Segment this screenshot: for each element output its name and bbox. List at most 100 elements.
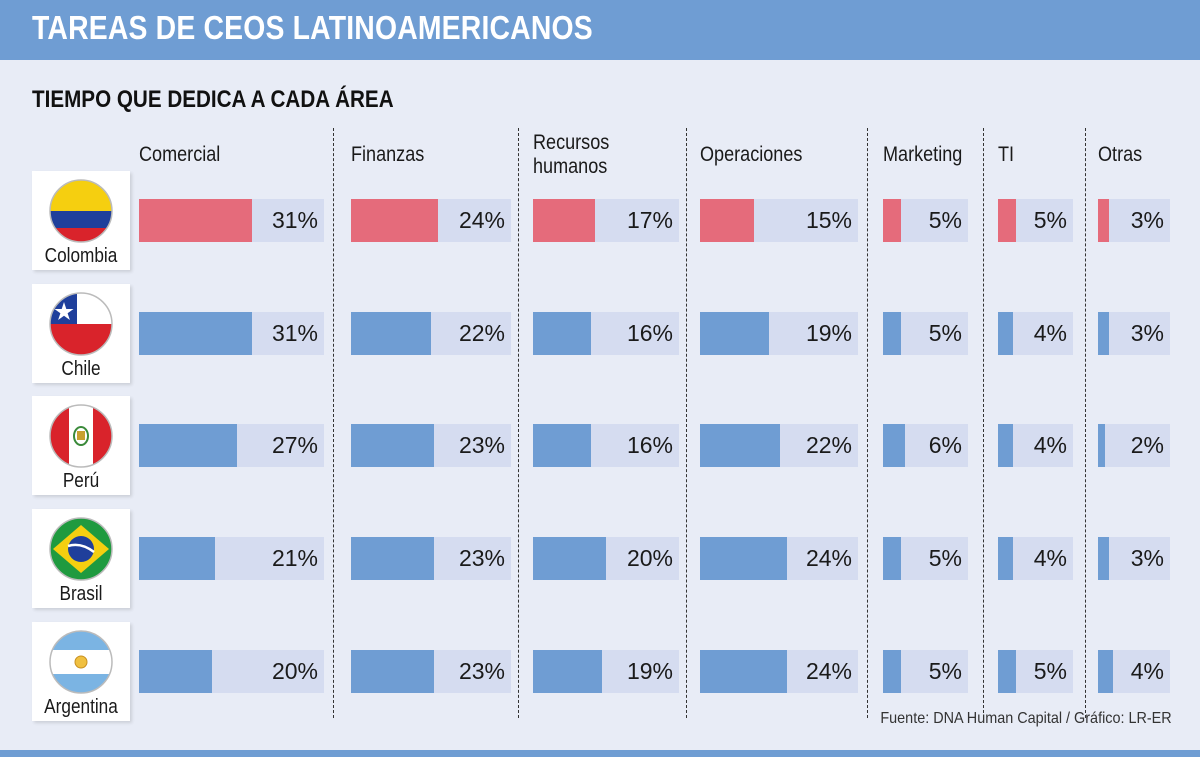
data-label: 23%	[458, 432, 505, 458]
bar-track: 5%	[883, 650, 968, 693]
column-label-line: Finanzas	[351, 143, 425, 166]
bar-chile-marketing	[883, 312, 902, 355]
bar-brasil-ti	[998, 537, 1013, 580]
column-label-comercial: Comercial	[139, 143, 220, 167]
data-label: 31%	[271, 207, 318, 233]
bar-peru-marketing	[883, 424, 905, 467]
data-label: 16%	[626, 432, 673, 458]
bar-track: 5%	[883, 199, 968, 242]
column-label-line: Operaciones	[700, 143, 803, 166]
column-divider	[867, 128, 868, 718]
country-card-peru: Perú	[32, 396, 130, 495]
column-label-operaciones: Operaciones	[700, 143, 802, 167]
column-divider	[686, 128, 687, 718]
bar-track: 16%	[533, 312, 679, 355]
bar-track: 5%	[998, 199, 1073, 242]
data-label: 3%	[1130, 320, 1164, 346]
bar-colombia-ti	[998, 199, 1017, 242]
bar-track: 24%	[700, 537, 858, 580]
bar-track: 16%	[533, 424, 679, 467]
bar-track: 5%	[998, 650, 1073, 693]
data-label: 5%	[928, 545, 962, 571]
bar-peru-recursos-humanos	[533, 424, 592, 467]
data-label: 24%	[458, 207, 505, 233]
data-label: 20%	[626, 545, 673, 571]
bar-argentina-finanzas	[351, 650, 435, 693]
data-label: 4%	[1033, 545, 1067, 571]
bar-brasil-marketing	[883, 537, 902, 580]
bar-track: 21%	[139, 537, 324, 580]
page-title: TAREAS DE CEOS LATINOAMERICANOS	[32, 9, 593, 46]
data-label: 4%	[1130, 658, 1164, 684]
bar-track: 17%	[533, 199, 679, 242]
bar-track: 4%	[998, 312, 1073, 355]
bar-track: 23%	[351, 424, 511, 467]
column-label-finanzas: Finanzas	[351, 143, 424, 167]
bar-track: 6%	[883, 424, 968, 467]
bar-brasil-otras	[1098, 537, 1109, 580]
bar-peru-finanzas	[351, 424, 435, 467]
bar-track: 2%	[1098, 424, 1170, 467]
data-label: 3%	[1130, 545, 1164, 571]
column-label-line: Marketing	[883, 143, 963, 166]
column-divider	[333, 128, 334, 718]
bar-chile-comercial	[139, 312, 252, 355]
column-label-line: humanos	[533, 155, 608, 178]
data-label: 27%	[271, 432, 318, 458]
country-card-brasil: Brasil	[32, 509, 130, 608]
header-banner: TAREAS DE CEOS LATINOAMERICANOS	[0, 0, 1200, 60]
column-label-otras: Otras	[1098, 143, 1142, 167]
bar-track: 31%	[139, 312, 324, 355]
bar-track: 5%	[883, 312, 968, 355]
bar-argentina-recursos-humanos	[533, 650, 602, 693]
bar-brasil-comercial	[139, 537, 216, 580]
bar-track: 3%	[1098, 312, 1170, 355]
bar-colombia-recursos-humanos	[533, 199, 595, 242]
bar-colombia-comercial	[139, 199, 252, 242]
bar-argentina-ti	[998, 650, 1017, 693]
country-card-chile: Chile	[32, 284, 130, 383]
bar-colombia-otras	[1098, 199, 1109, 242]
data-label: 22%	[805, 432, 852, 458]
column-label-ti: TI	[998, 143, 1014, 167]
bar-chile-recursos-humanos	[533, 312, 592, 355]
country-name: Brasil	[59, 583, 103, 605]
bar-brasil-operaciones	[700, 537, 788, 580]
bar-chile-otras	[1098, 312, 1109, 355]
bar-peru-operaciones	[700, 424, 780, 467]
column-label-line: TI	[998, 143, 1015, 166]
bar-track: 27%	[139, 424, 324, 467]
bar-chile-finanzas	[351, 312, 431, 355]
data-label: 5%	[1033, 207, 1067, 233]
country-card-colombia: Colombia	[32, 171, 130, 270]
bar-track: 3%	[1098, 537, 1170, 580]
column-divider	[518, 128, 519, 718]
data-label: 24%	[805, 545, 852, 571]
data-label: 17%	[626, 207, 673, 233]
bar-track: 20%	[139, 650, 324, 693]
data-label: 5%	[928, 207, 962, 233]
bar-colombia-finanzas	[351, 199, 439, 242]
bar-colombia-marketing	[883, 199, 902, 242]
bar-peru-otras	[1098, 424, 1106, 467]
column-label-line: Otras	[1098, 143, 1143, 166]
column-label-line: Recursos	[533, 131, 610, 154]
bar-track: 20%	[533, 537, 679, 580]
bar-peru-comercial	[139, 424, 237, 467]
country-name: Colombia	[44, 245, 118, 267]
data-label: 6%	[928, 432, 962, 458]
bar-argentina-otras	[1098, 650, 1113, 693]
country-name: Chile	[61, 358, 101, 380]
bar-track: 3%	[1098, 199, 1170, 242]
data-label: 2%	[1130, 432, 1164, 458]
bar-argentina-operaciones	[700, 650, 788, 693]
bar-brasil-recursos-humanos	[533, 537, 606, 580]
country-name: Perú	[62, 470, 100, 492]
bar-track: 4%	[1098, 650, 1170, 693]
data-label: 5%	[928, 658, 962, 684]
data-label: 3%	[1130, 207, 1164, 233]
country-name: Argentina	[44, 696, 118, 718]
data-label: 5%	[928, 320, 962, 346]
data-label: 20%	[271, 658, 318, 684]
bar-track: 24%	[700, 650, 858, 693]
